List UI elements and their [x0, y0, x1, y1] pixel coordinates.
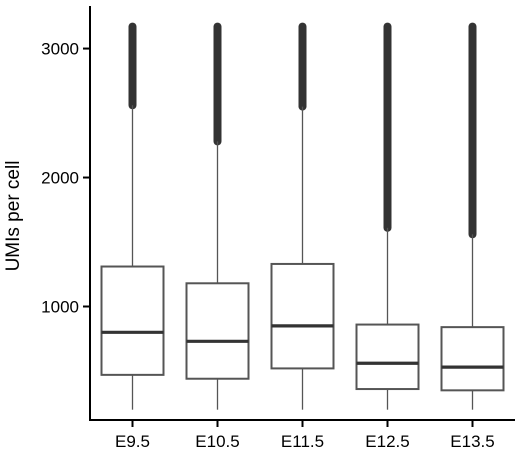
- y-ticks: 1000 2000 3000: [41, 40, 90, 317]
- box-E10.5: [185, 22, 250, 410]
- x-tick-label: E12.5: [365, 432, 409, 451]
- box-E13.5: [440, 22, 505, 410]
- x-ticks: E9.5 E10.5 E11.5 E12.5 E13.5: [115, 420, 495, 451]
- box-E12.5: [355, 22, 420, 410]
- iqr-box: [355, 323, 420, 391]
- iqr-box: [185, 282, 250, 380]
- x-tick-label: E11.5: [281, 432, 324, 451]
- y-tick-label: 1000: [41, 298, 79, 317]
- iqr-box: [440, 326, 505, 392]
- y-tick-label: 2000: [41, 169, 79, 188]
- x-tick-label: E13.5: [450, 432, 494, 451]
- x-tick-label: E10.5: [195, 432, 239, 451]
- y-axis-title: UMIs per cell: [3, 161, 24, 272]
- iqr-box: [100, 265, 165, 376]
- box-E11.5: [270, 22, 335, 410]
- plot-marks: [100, 22, 505, 410]
- box-E9.5: [100, 22, 165, 410]
- iqr-box: [270, 262, 335, 370]
- y-tick-label: 3000: [41, 40, 79, 59]
- x-tick-label: E9.5: [115, 432, 150, 451]
